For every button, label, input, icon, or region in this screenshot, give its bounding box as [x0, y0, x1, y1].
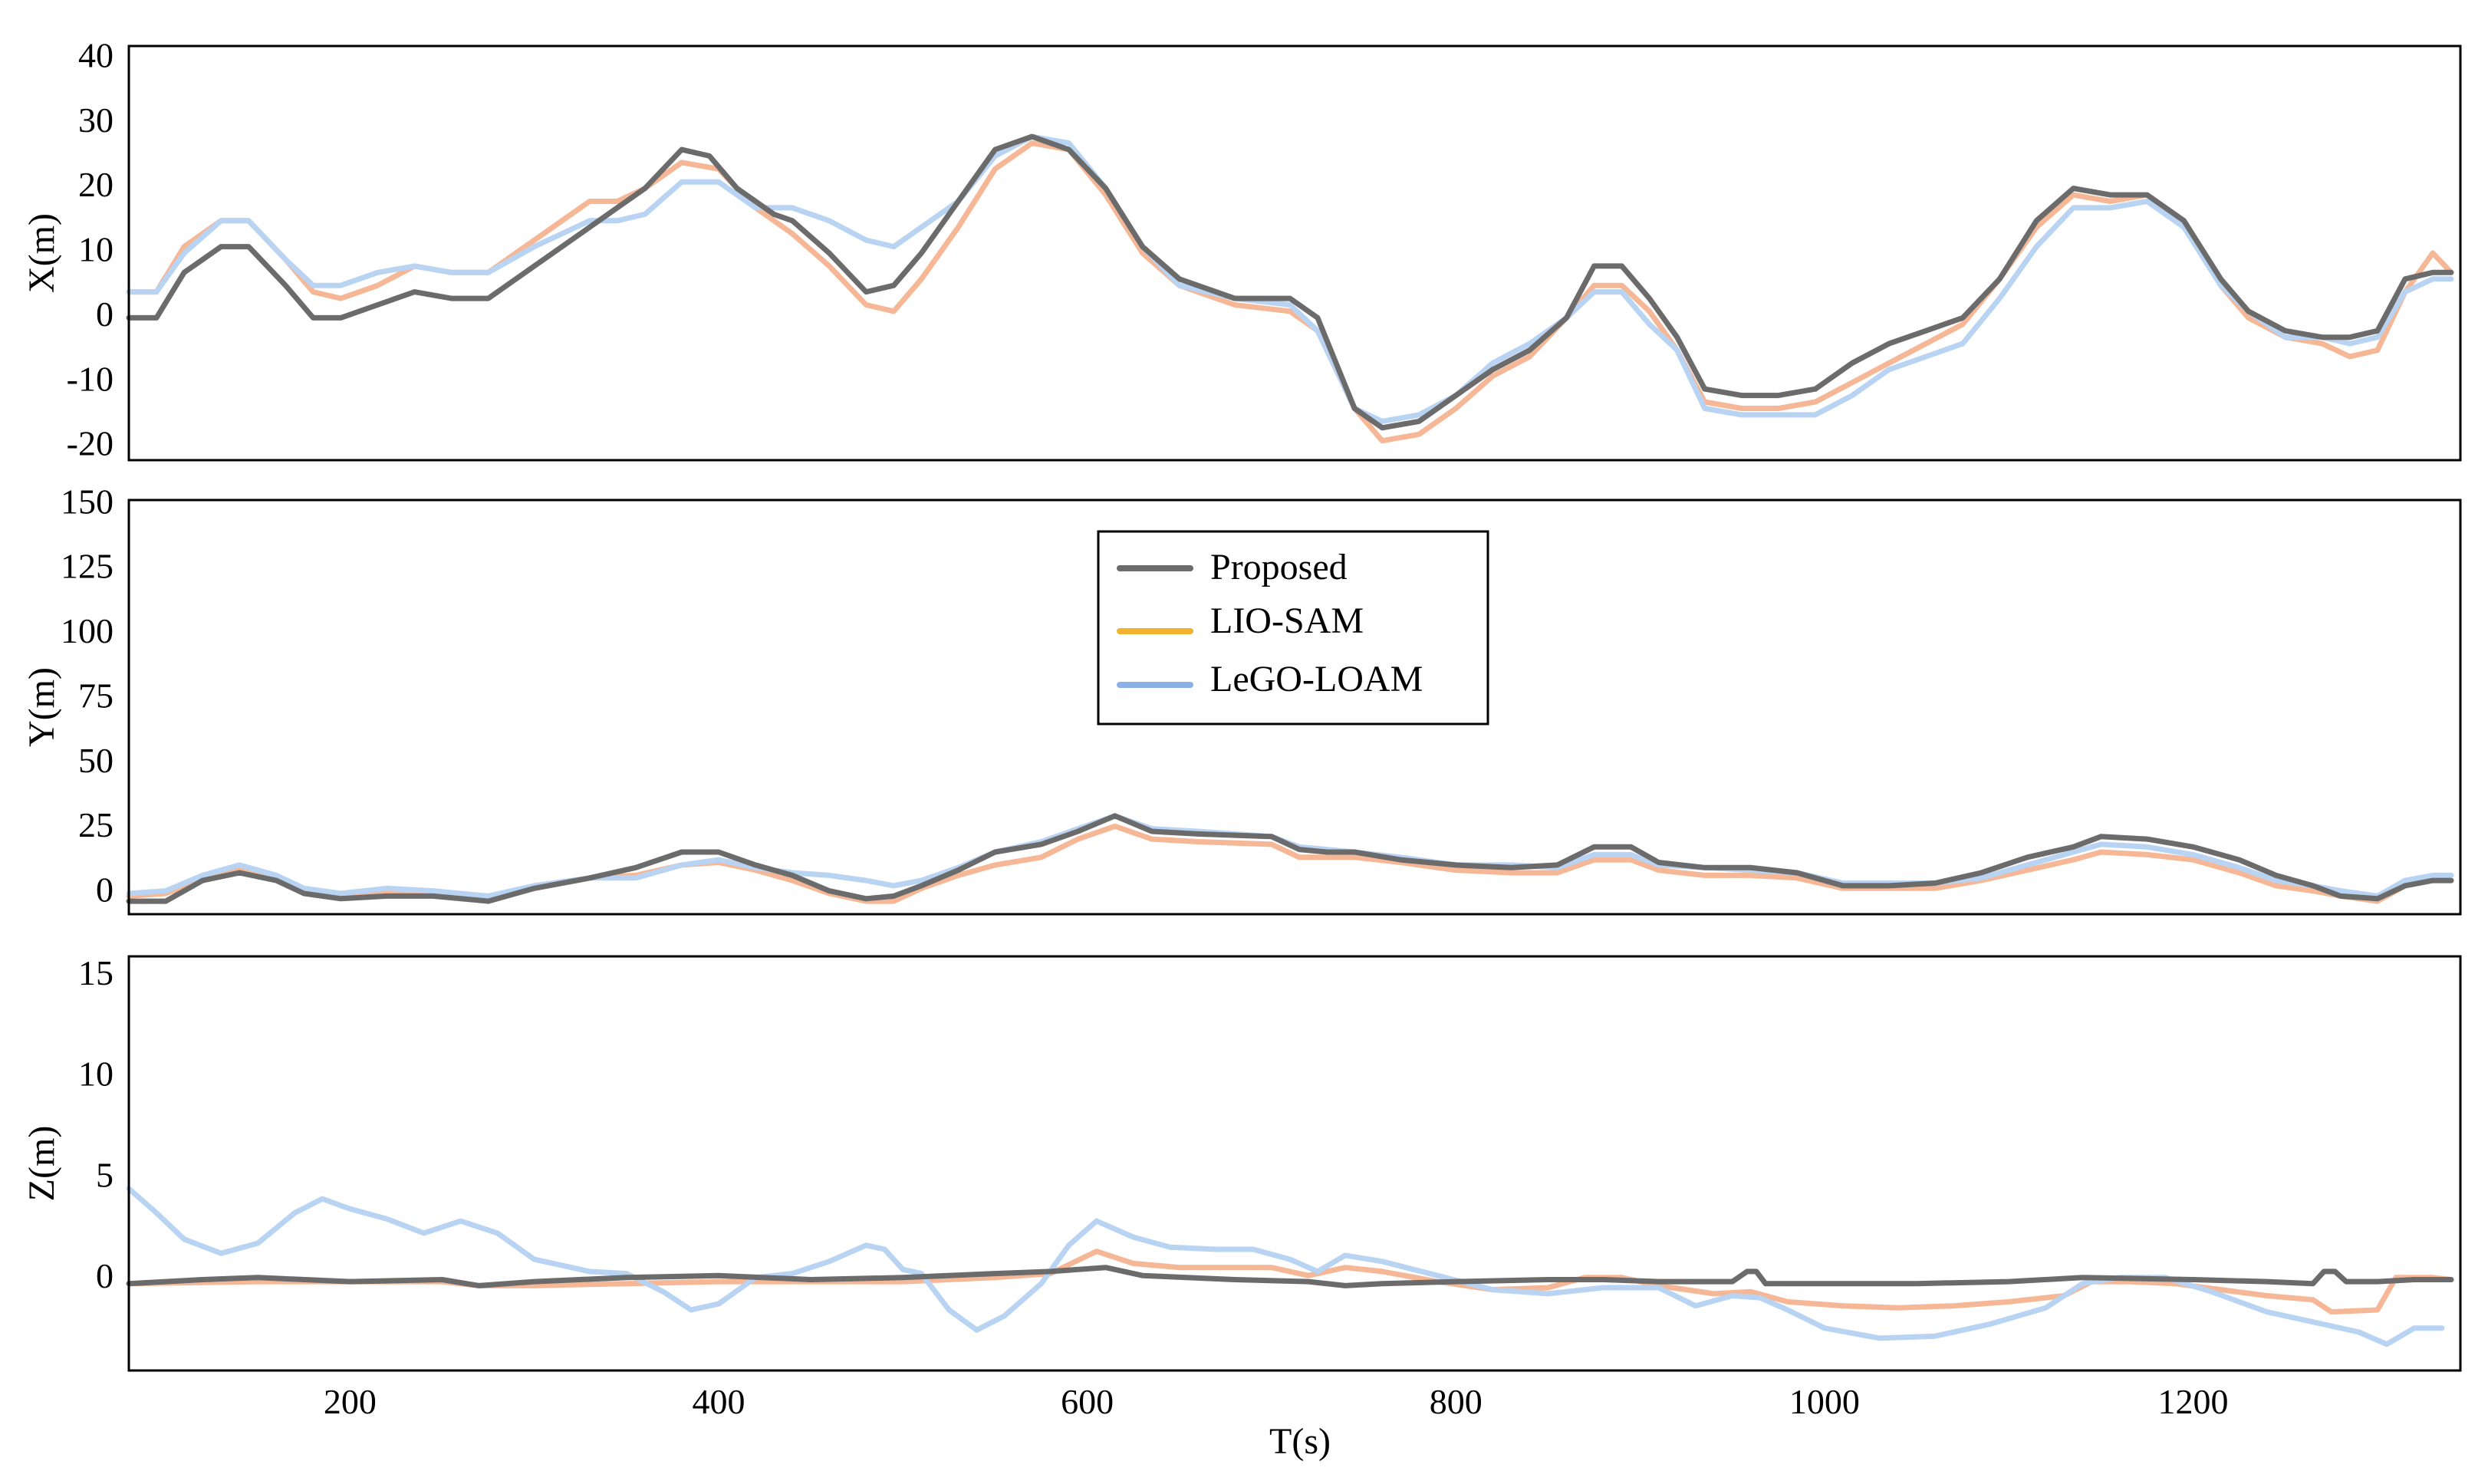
panel-x-ylabel: X(m) [21, 213, 62, 293]
panel-x-series-proposed [126, 133, 2454, 431]
panel-x-frame [127, 44, 2462, 462]
panel-x-ytick-label: -20 [67, 424, 114, 463]
panel-z-xtick-label: 1200 [2158, 1382, 2229, 1421]
panel-x-series-lego-loam [126, 133, 2454, 424]
legend-box [1097, 530, 1489, 726]
panel-z-series-lio-sam [126, 1249, 2454, 1315]
panel-z-yticks: 15 10 5 0 [78, 953, 114, 1295]
panel-z-xtick-label: 1000 [1789, 1382, 1860, 1421]
panel-x-ytick-label: 20 [78, 165, 114, 204]
panel-x-ytick-label: 40 [78, 35, 114, 74]
legend-entry-2: LeGO-LOAM [1117, 659, 1423, 699]
legend-label-2: LeGO-LOAM [1210, 659, 1423, 699]
panel-z-series [126, 1186, 2454, 1347]
panel-y-series [126, 813, 2454, 904]
legend-label-0: Proposed [1210, 547, 1348, 587]
panel-z-ytick-label: 5 [96, 1155, 114, 1194]
panel-y-series-proposed [126, 813, 2454, 904]
panel-y: 150 125 100 75 50 25 0 Y(m) Proposed LIO-SAM L… [21, 482, 2462, 916]
panel-y-frame [127, 499, 2462, 916]
legend-entry-1: LIO-SAM [1117, 601, 1364, 641]
panel-z-xtick-label: 600 [1061, 1382, 1114, 1421]
panel-z: 15 10 5 0 200 400 600 800 1000 1200 Z(m) T(s) [21, 953, 2462, 1462]
panel-y-ytick-label: 25 [78, 805, 114, 844]
panel-z-frame [127, 955, 2462, 1372]
panel-y-ytick-label: 0 [96, 870, 114, 910]
panel-y-ytick-label: 100 [61, 611, 114, 650]
panel-y-ytick-label: 50 [78, 741, 114, 780]
panel-x-series [126, 133, 2454, 444]
panel-z-ytick-label: 0 [96, 1256, 114, 1295]
panel-z-xlabel: T(s) [1269, 1421, 1331, 1462]
panel-x-ytick-label: 30 [78, 100, 114, 140]
panel-x: 40 30 20 10 0 -10 -20 X(m) [21, 35, 2462, 463]
panel-x-ytick-label: 10 [78, 230, 114, 269]
legend: Proposed LIO-SAM LeGO-LOAM [1097, 530, 1489, 726]
panel-z-xticks: 200 400 600 800 1000 1200 [324, 1382, 2229, 1421]
panel-x-ytick-label: -10 [67, 359, 114, 398]
panel-z-series-lego-loam [126, 1186, 2445, 1347]
panel-z-ytick-label: 10 [78, 1055, 114, 1094]
panel-z-xtick-label: 200 [324, 1382, 377, 1421]
panel-y-series-lego-loam [126, 813, 2454, 899]
panel-y-ytick-label: 150 [61, 482, 114, 521]
panel-z-ytick-label: 15 [78, 953, 114, 992]
panel-y-ylabel: Y(m) [21, 667, 62, 747]
panel-y-ytick-label: 125 [61, 547, 114, 586]
panel-z-ylabel: Z(m) [21, 1126, 62, 1202]
panel-z-series-proposed [126, 1265, 2454, 1288]
panel-y-yticks: 150 125 100 75 50 25 0 [61, 482, 114, 909]
panel-x-series-lio-sam [126, 140, 2454, 444]
panel-z-xtick-label: 800 [1430, 1382, 1483, 1421]
legend-entry-0: Proposed [1117, 547, 1348, 587]
panel-x-ytick-label: 0 [96, 294, 114, 334]
legend-label-1: LIO-SAM [1210, 601, 1364, 641]
panel-x-yticks: 40 30 20 10 0 -10 -20 [67, 35, 114, 462]
panel-y-ytick-label: 75 [78, 676, 114, 715]
panel-z-xtick-label: 400 [693, 1382, 745, 1421]
